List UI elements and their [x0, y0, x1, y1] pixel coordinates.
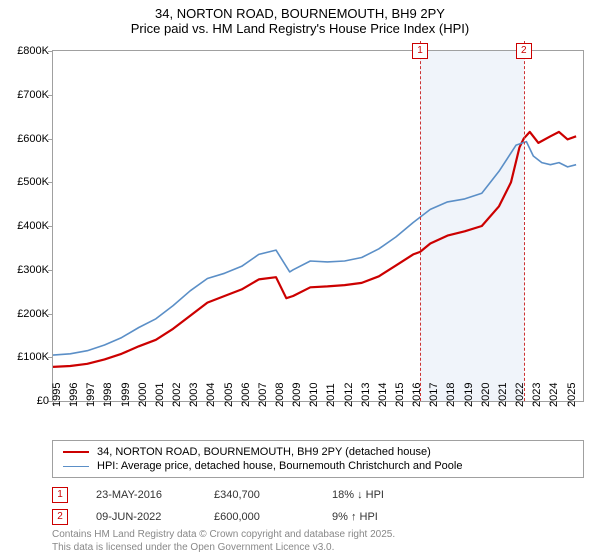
x-tick-label: 2019 [463, 383, 475, 407]
x-tick-label: 2007 [257, 383, 269, 407]
x-tick-label: 1996 [68, 383, 80, 407]
x-tick-label: 2013 [360, 383, 372, 407]
x-tick-label: 1999 [120, 383, 132, 407]
legend-box: 34, NORTON ROAD, BOURNEMOUTH, BH9 2PY (d… [52, 440, 584, 478]
legend-label: HPI: Average price, detached house, Bour… [97, 460, 462, 472]
x-tick-label: 2000 [137, 383, 149, 407]
x-tick-label: 2010 [308, 383, 320, 407]
x-tick-label: 2012 [343, 383, 355, 407]
x-tick-label: 2017 [428, 383, 440, 407]
legend-swatch [63, 451, 89, 453]
x-tick-label: 1995 [51, 383, 63, 407]
transaction-date: 09-JUN-2022 [96, 511, 186, 523]
x-tick-label: 2005 [223, 383, 235, 407]
x-tick-label: 2003 [188, 383, 200, 407]
x-tick-label: 2024 [548, 383, 560, 407]
title-block: 34, NORTON ROAD, BOURNEMOUTH, BH9 2PY Pr… [0, 0, 600, 36]
x-tick-label: 2025 [566, 383, 578, 407]
line-layer [53, 51, 583, 401]
y-tick-label: £500K [17, 176, 49, 188]
x-tick-label: 2006 [240, 383, 252, 407]
x-tick-label: 2016 [411, 383, 423, 407]
x-tick-label: 2018 [445, 383, 457, 407]
y-tick-label: £0 [37, 395, 49, 407]
footer-line-1: Contains HM Land Registry data © Crown c… [52, 528, 395, 541]
legend-item: HPI: Average price, detached house, Bour… [63, 459, 573, 473]
transaction-price: £340,700 [214, 489, 304, 501]
x-tick-label: 2011 [325, 383, 337, 407]
y-tick-label: £300K [17, 264, 49, 276]
series-hpi [53, 142, 576, 356]
transaction-delta: 18% ↓ HPI [332, 489, 422, 501]
y-tick-label: £200K [17, 308, 49, 320]
marker-badge-1: 1 [412, 43, 428, 59]
marker-badge-2: 2 [516, 43, 532, 59]
title-line-2: Price paid vs. HM Land Registry's House … [0, 21, 600, 36]
transaction-delta: 9% ↑ HPI [332, 511, 422, 523]
x-tick-label: 2004 [205, 383, 217, 407]
marker-vline-1 [420, 41, 421, 401]
plot-area: 12£0£100K£200K£300K£400K£500K£600K£700K£… [52, 50, 584, 402]
transaction-badge: 2 [52, 509, 68, 525]
y-tick-label: £600K [17, 133, 49, 145]
x-tick-label: 2021 [497, 383, 509, 407]
x-tick-label: 2002 [171, 383, 183, 407]
x-tick-label: 2022 [514, 383, 526, 407]
x-tick-label: 2008 [274, 383, 286, 407]
marker-vline-2 [524, 41, 525, 401]
x-tick-label: 1998 [102, 383, 114, 407]
x-tick-label: 1997 [85, 383, 97, 407]
legend-label: 34, NORTON ROAD, BOURNEMOUTH, BH9 2PY (d… [97, 446, 431, 458]
transaction-badge: 1 [52, 487, 68, 503]
transaction-row: 1 23-MAY-2016 £340,700 18% ↓ HPI [52, 484, 584, 506]
legend-item: 34, NORTON ROAD, BOURNEMOUTH, BH9 2PY (d… [63, 445, 573, 459]
title-line-1: 34, NORTON ROAD, BOURNEMOUTH, BH9 2PY [0, 6, 600, 21]
y-tick-label: £400K [17, 220, 49, 232]
chart-container: 34, NORTON ROAD, BOURNEMOUTH, BH9 2PY Pr… [0, 0, 600, 560]
footer-line-2: This data is licensed under the Open Gov… [52, 541, 395, 554]
transaction-date: 23-MAY-2016 [96, 489, 186, 501]
x-tick-label: 2023 [531, 383, 543, 407]
y-tick-label: £800K [17, 45, 49, 57]
y-tick-label: £700K [17, 89, 49, 101]
x-tick-label: 2020 [480, 383, 492, 407]
x-tick-label: 2014 [377, 383, 389, 407]
transaction-rows: 1 23-MAY-2016 £340,700 18% ↓ HPI 2 09-JUN-202… [52, 484, 584, 528]
footer-attribution: Contains HM Land Registry data © Crown c… [52, 528, 395, 554]
legend-swatch [63, 466, 89, 467]
x-tick-label: 2015 [394, 383, 406, 407]
x-tick-label: 2009 [291, 383, 303, 407]
transaction-row: 2 09-JUN-2022 £600,000 9% ↑ HPI [52, 506, 584, 528]
x-tick-label: 2001 [154, 383, 166, 407]
transaction-price: £600,000 [214, 511, 304, 523]
y-tick-label: £100K [17, 351, 49, 363]
